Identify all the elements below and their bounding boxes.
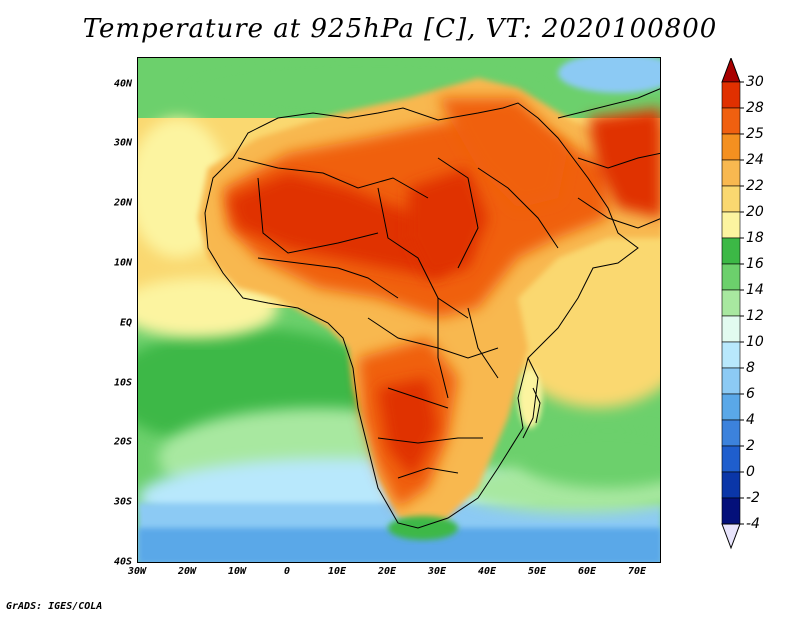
colorbar-label: -4	[746, 516, 760, 532]
lon-label-20w: 20W	[177, 566, 197, 577]
colorbar-cell	[721, 81, 741, 109]
lon-label-0: 0	[283, 566, 291, 577]
lon-label-70e: 70E	[627, 566, 647, 577]
lon-label-40e: 40E	[477, 566, 497, 577]
colorbar-label: 20	[746, 204, 764, 220]
colorbar-cell	[721, 497, 741, 525]
colorbar-cell	[721, 445, 741, 473]
colorbar-label: 16	[746, 256, 764, 272]
lat-label-10n: 10N	[113, 257, 132, 269]
colorbar-label: 0	[746, 464, 755, 480]
lat-label-eq: EQ	[119, 317, 132, 329]
lat-label-40s: 40S	[113, 556, 132, 568]
temperature-field	[138, 58, 660, 562]
colorbar-label: 10	[746, 334, 764, 350]
colorbar-label: 25	[746, 126, 764, 142]
colorbar-cell	[721, 367, 741, 395]
colorbar-label: 24	[746, 152, 764, 168]
lat-label-30s: 30S	[113, 496, 132, 508]
colorbar-label: 22	[746, 178, 764, 194]
lon-label-20e: 20E	[377, 566, 397, 577]
lon-label-10w: 10W	[227, 566, 247, 577]
colorbar-label: 12	[746, 308, 764, 324]
colorbar-cell	[721, 133, 741, 161]
lat-label-40n: 40N	[113, 78, 132, 90]
colorbar-cell	[721, 107, 741, 135]
lat-label-20n: 20N	[113, 197, 132, 209]
lat-label-30n: 30N	[113, 137, 132, 149]
colorbar-cell	[721, 471, 741, 499]
lon-label-30w: 30W	[127, 566, 147, 577]
colorbar-cell	[721, 211, 741, 239]
colorbar-cells	[721, 58, 741, 550]
lat-label-20s: 20S	[113, 436, 132, 448]
colorbar-cell	[721, 237, 741, 265]
map-title: Temperature at 925hPa [C], VT: 202010080…	[82, 14, 718, 44]
colorbar-bottom-arrow	[721, 523, 741, 550]
colorbar-label: 4	[746, 412, 755, 428]
colorbar-cell	[721, 315, 741, 343]
colorbar-top-arrow	[721, 58, 741, 83]
land-heat-field	[198, 78, 660, 540]
lon-label-10e: 10E	[327, 566, 347, 577]
colorbar-cell	[721, 341, 741, 369]
colorbar-cell	[721, 263, 741, 291]
colorbar-cell	[721, 393, 741, 421]
lat-label-10s: 10S	[113, 377, 132, 389]
credit-text: GrADS: IGES/COLA	[6, 601, 103, 612]
lon-label-60e: 60E	[577, 566, 597, 577]
colorbar-cell	[721, 289, 741, 317]
lon-label-50e: 50E	[527, 566, 547, 577]
temperature-map	[137, 57, 661, 563]
colorbar-label: 14	[746, 282, 764, 298]
colorbar-cell	[721, 419, 741, 447]
colorbar-label: 28	[746, 100, 764, 116]
coastlines-borders	[204, 88, 660, 529]
colorbar-label: 2	[746, 438, 755, 454]
colorbar-cell	[721, 185, 741, 213]
colorbar-ticks	[740, 81, 744, 525]
colorbar-label: 8	[746, 360, 755, 376]
colorbar-label: 30	[746, 74, 764, 90]
colorbar-label: 18	[746, 230, 764, 246]
colorbar-cell	[721, 159, 741, 187]
lon-label-30e: 30E	[427, 566, 447, 577]
colorbar-label: -2	[746, 490, 760, 506]
colorbar-label: 6	[746, 386, 755, 402]
colorbar	[721, 58, 744, 550]
